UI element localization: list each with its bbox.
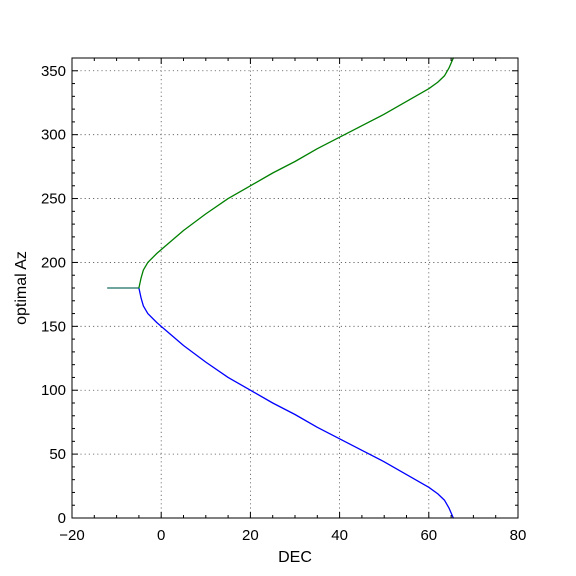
y-tick-label: 300 — [41, 127, 66, 144]
y-axis-label: optimal Az — [13, 251, 30, 325]
x-tick-label: 60 — [420, 527, 437, 544]
x-tick-labels: −20 0 20 40 60 80 — [59, 527, 526, 544]
x-tick-label: 40 — [331, 527, 348, 544]
x-tick-label: −20 — [59, 527, 84, 544]
y-tick-label: 350 — [41, 63, 66, 80]
y-tick-label: 150 — [41, 318, 66, 335]
y-tick-label: 250 — [41, 191, 66, 208]
grid — [72, 58, 518, 518]
series-lines — [107, 57, 454, 519]
x-tick-label: 80 — [510, 527, 527, 544]
ticks — [71, 57, 519, 519]
y-tick-label: 0 — [58, 510, 66, 527]
y-tick-label: 100 — [41, 382, 66, 399]
y-tick-labels: 0 50 100 150 200 250 300 350 — [41, 63, 66, 527]
y-tick-label: 200 — [41, 254, 66, 271]
x-tick-label: 0 — [157, 527, 165, 544]
series-line-2 — [138, 287, 454, 519]
series-line-3 — [138, 57, 454, 289]
x-axis-label: DEC — [278, 549, 312, 566]
y-tick-label: 50 — [49, 446, 66, 463]
x-tick-label: 20 — [242, 527, 259, 544]
